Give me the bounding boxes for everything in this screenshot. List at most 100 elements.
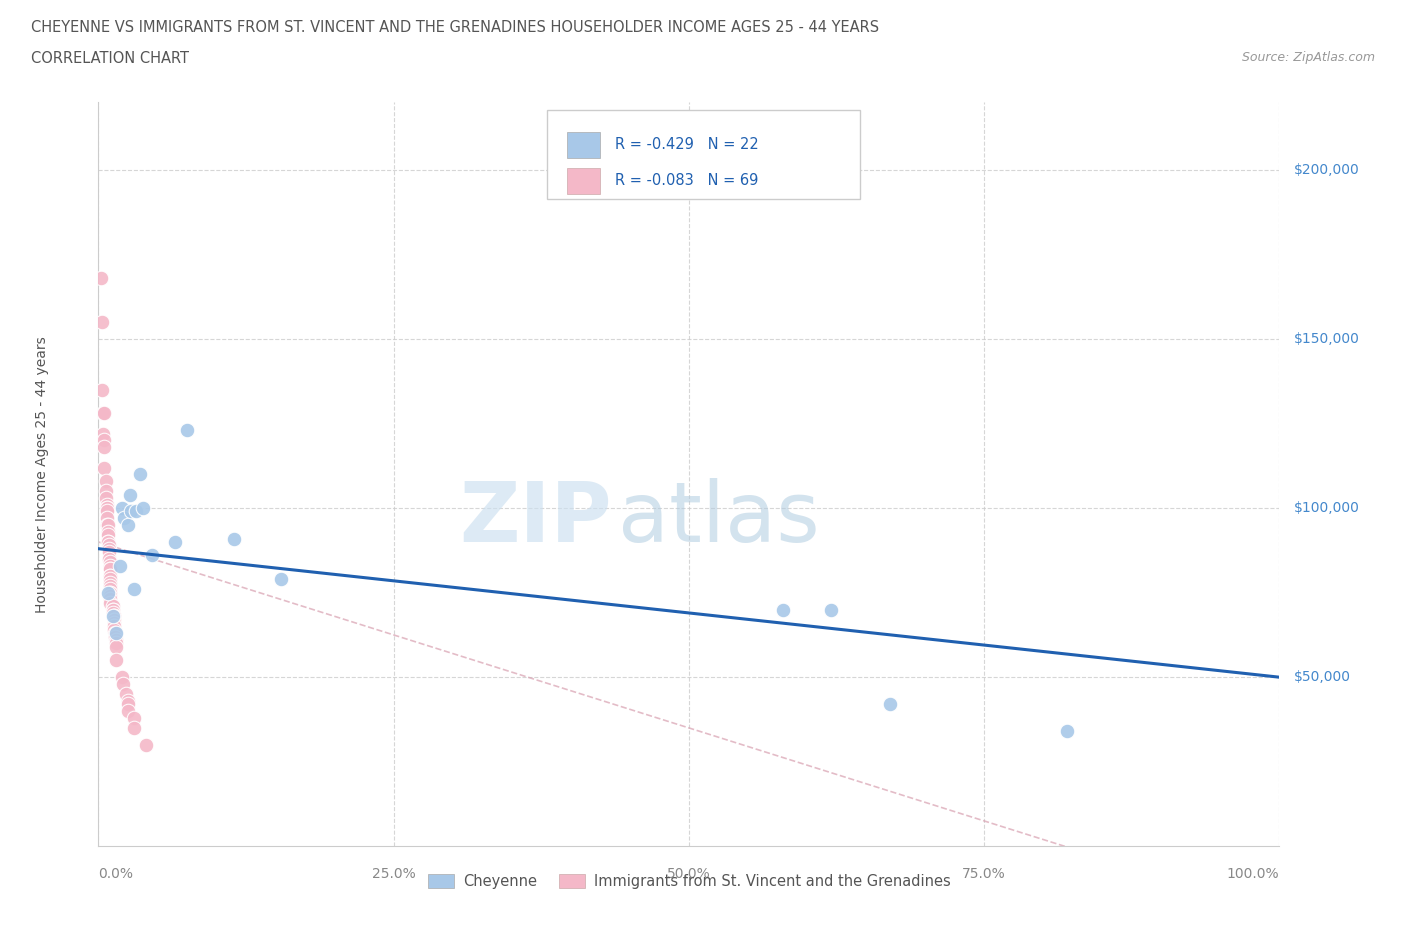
Point [879, 697, 901, 711]
Point [121, 504, 143, 519]
Point [122, 721, 145, 736]
Point [141, 548, 163, 563]
Point [165, 535, 187, 550]
Point [98, 589, 121, 604]
Point [111, 500, 134, 515]
Text: Householder Income Ages 25 - 44 years: Householder Income Ages 25 - 44 years [35, 336, 49, 613]
Point [105, 632, 128, 647]
Text: 0.0%: 0.0% [98, 867, 134, 881]
Text: 25.0%: 25.0% [371, 867, 416, 881]
Point [101, 599, 124, 614]
Point [98, 558, 121, 573]
Point [176, 423, 198, 438]
Text: R = -0.429   N = 22: R = -0.429 N = 22 [614, 137, 758, 153]
Bar [567, 167, 600, 193]
Point [96, 500, 118, 515]
Point [104, 630, 127, 644]
Point [96, 498, 118, 512]
Point [98, 582, 121, 597]
Point [97, 535, 120, 550]
Point [98, 551, 121, 566]
Point [103, 609, 125, 624]
Point [96, 518, 118, 533]
Point [98, 555, 121, 570]
Text: atlas: atlas [619, 478, 820, 560]
Point [98, 562, 121, 577]
Point [772, 602, 794, 617]
Point [97, 585, 120, 600]
Point [125, 504, 148, 519]
Point [97, 518, 120, 533]
Point [94, 473, 117, 488]
Point [103, 612, 125, 627]
Point [101, 609, 124, 624]
Point [91, 314, 114, 329]
Point [98, 585, 121, 600]
Point [270, 572, 292, 587]
Text: 50.0%: 50.0% [666, 867, 711, 881]
Text: 75.0%: 75.0% [962, 867, 1007, 881]
Point [103, 622, 125, 637]
Point [97, 535, 120, 550]
Text: $100,000: $100,000 [1294, 501, 1360, 515]
Point [112, 511, 135, 525]
Point [128, 467, 150, 482]
Text: $150,000: $150,000 [1294, 332, 1360, 346]
Point [93, 440, 115, 455]
Point [105, 639, 128, 654]
Point [98, 568, 121, 583]
Point [103, 619, 125, 634]
Point [117, 694, 139, 709]
Point [98, 568, 121, 583]
Point [90, 271, 112, 286]
Point [98, 592, 121, 607]
Point [135, 737, 157, 752]
Point [93, 460, 115, 475]
Point [103, 609, 125, 624]
Point [112, 676, 135, 691]
Point [91, 382, 114, 397]
Point [132, 500, 155, 515]
Point [122, 582, 145, 597]
Point [98, 545, 121, 560]
Point [120, 487, 142, 502]
Point [117, 697, 139, 711]
Text: $50,000: $50,000 [1294, 671, 1351, 684]
Point [97, 527, 120, 542]
Point [105, 636, 128, 651]
Point [114, 686, 136, 701]
Point [98, 575, 121, 590]
Point [105, 653, 128, 668]
Point [117, 704, 139, 719]
Point [91, 406, 114, 421]
Point [105, 626, 128, 641]
Point [111, 670, 134, 684]
Point [96, 511, 118, 525]
Point [96, 504, 118, 519]
Legend: Cheyenne, Immigrants from St. Vincent and the Grenadines: Cheyenne, Immigrants from St. Vincent an… [422, 868, 956, 895]
Point [98, 585, 121, 600]
Text: CHEYENNE VS IMMIGRANTS FROM ST. VINCENT AND THE GRENADINES HOUSEHOLDER INCOME AG: CHEYENNE VS IMMIGRANTS FROM ST. VINCENT … [31, 20, 879, 35]
Text: CORRELATION CHART: CORRELATION CHART [31, 51, 188, 66]
Point [96, 500, 118, 515]
Point [94, 484, 117, 498]
Text: $200,000: $200,000 [1294, 163, 1360, 177]
Point [98, 538, 121, 552]
Point [93, 406, 115, 421]
Point [98, 578, 121, 593]
Point [101, 605, 124, 620]
FancyBboxPatch shape [547, 110, 860, 199]
Bar [567, 131, 600, 157]
Point [103, 616, 125, 631]
Point [224, 531, 246, 546]
Point [122, 711, 145, 725]
Point [97, 525, 120, 539]
Point [117, 518, 139, 533]
Point [91, 426, 114, 441]
Point [98, 595, 121, 610]
Point [103, 612, 125, 627]
Text: R = -0.083   N = 69: R = -0.083 N = 69 [614, 173, 758, 188]
Point [103, 619, 125, 634]
Point [101, 602, 124, 617]
Point [820, 602, 842, 617]
